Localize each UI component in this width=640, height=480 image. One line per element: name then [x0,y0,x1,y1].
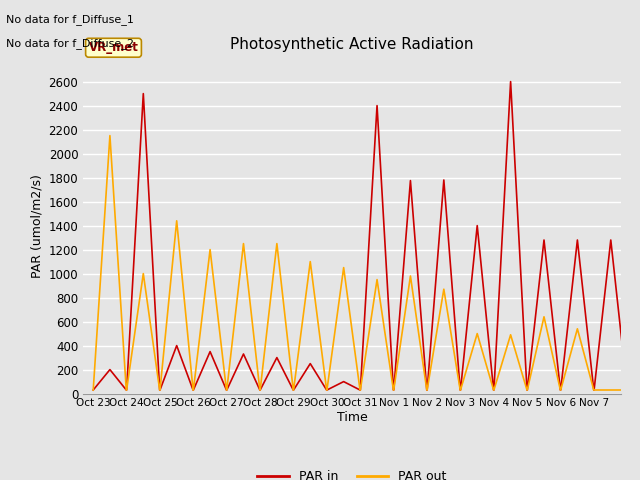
Text: No data for f_Diffuse_2: No data for f_Diffuse_2 [6,38,134,49]
Title: Photosynthetic Active Radiation: Photosynthetic Active Radiation [230,37,474,52]
Y-axis label: PAR (umol/m2/s): PAR (umol/m2/s) [30,174,43,277]
Text: VR_met: VR_met [88,41,138,54]
X-axis label: Time: Time [337,411,367,424]
Text: No data for f_Diffuse_1: No data for f_Diffuse_1 [6,14,134,25]
Legend: PAR in, PAR out: PAR in, PAR out [253,465,451,480]
